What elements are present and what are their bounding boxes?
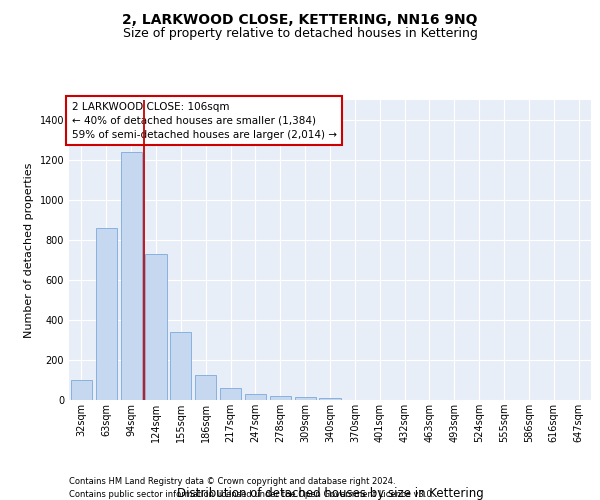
- Text: Contains public sector information licensed under the Open Government Licence v3: Contains public sector information licen…: [69, 490, 434, 499]
- Bar: [145, 254, 167, 400]
- Bar: [319, 398, 341, 400]
- Bar: [245, 394, 266, 400]
- Bar: [170, 332, 191, 400]
- Bar: [195, 375, 216, 400]
- Text: 2 LARKWOOD CLOSE: 106sqm
← 40% of detached houses are smaller (1,384)
59% of sem: 2 LARKWOOD CLOSE: 106sqm ← 40% of detach…: [71, 102, 337, 140]
- Text: Contains HM Land Registry data © Crown copyright and database right 2024.: Contains HM Land Registry data © Crown c…: [69, 478, 395, 486]
- Bar: [71, 380, 92, 400]
- Bar: [121, 152, 142, 400]
- Text: Size of property relative to detached houses in Kettering: Size of property relative to detached ho…: [122, 28, 478, 40]
- Bar: [220, 388, 241, 400]
- Text: 2, LARKWOOD CLOSE, KETTERING, NN16 9NQ: 2, LARKWOOD CLOSE, KETTERING, NN16 9NQ: [122, 12, 478, 26]
- Y-axis label: Number of detached properties: Number of detached properties: [24, 162, 34, 338]
- X-axis label: Distribution of detached houses by size in Kettering: Distribution of detached houses by size …: [176, 486, 484, 500]
- Bar: [295, 397, 316, 400]
- Bar: [96, 228, 117, 400]
- Bar: [270, 396, 291, 400]
